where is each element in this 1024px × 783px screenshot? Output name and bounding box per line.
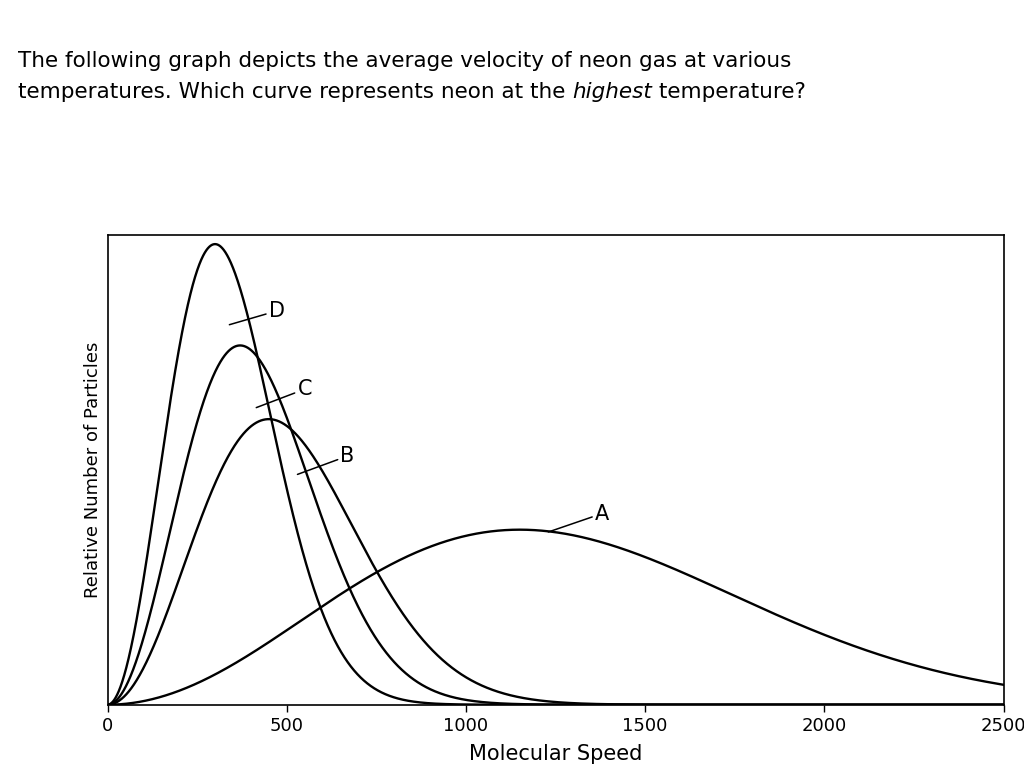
Text: A: A [549, 503, 609, 532]
Text: D: D [229, 301, 285, 325]
Text: B: B [297, 446, 354, 474]
Text: C: C [256, 379, 312, 408]
Text: The following graph depicts the average velocity of neon gas at various: The following graph depicts the average … [18, 51, 792, 71]
Text: highest: highest [572, 82, 652, 103]
Text: temperature?: temperature? [652, 82, 806, 103]
Text: temperatures. Which curve represents neon at the: temperatures. Which curve represents neo… [18, 82, 572, 103]
X-axis label: Molecular Speed: Molecular Speed [469, 744, 642, 763]
Y-axis label: Relative Number of Particles: Relative Number of Particles [84, 341, 102, 598]
